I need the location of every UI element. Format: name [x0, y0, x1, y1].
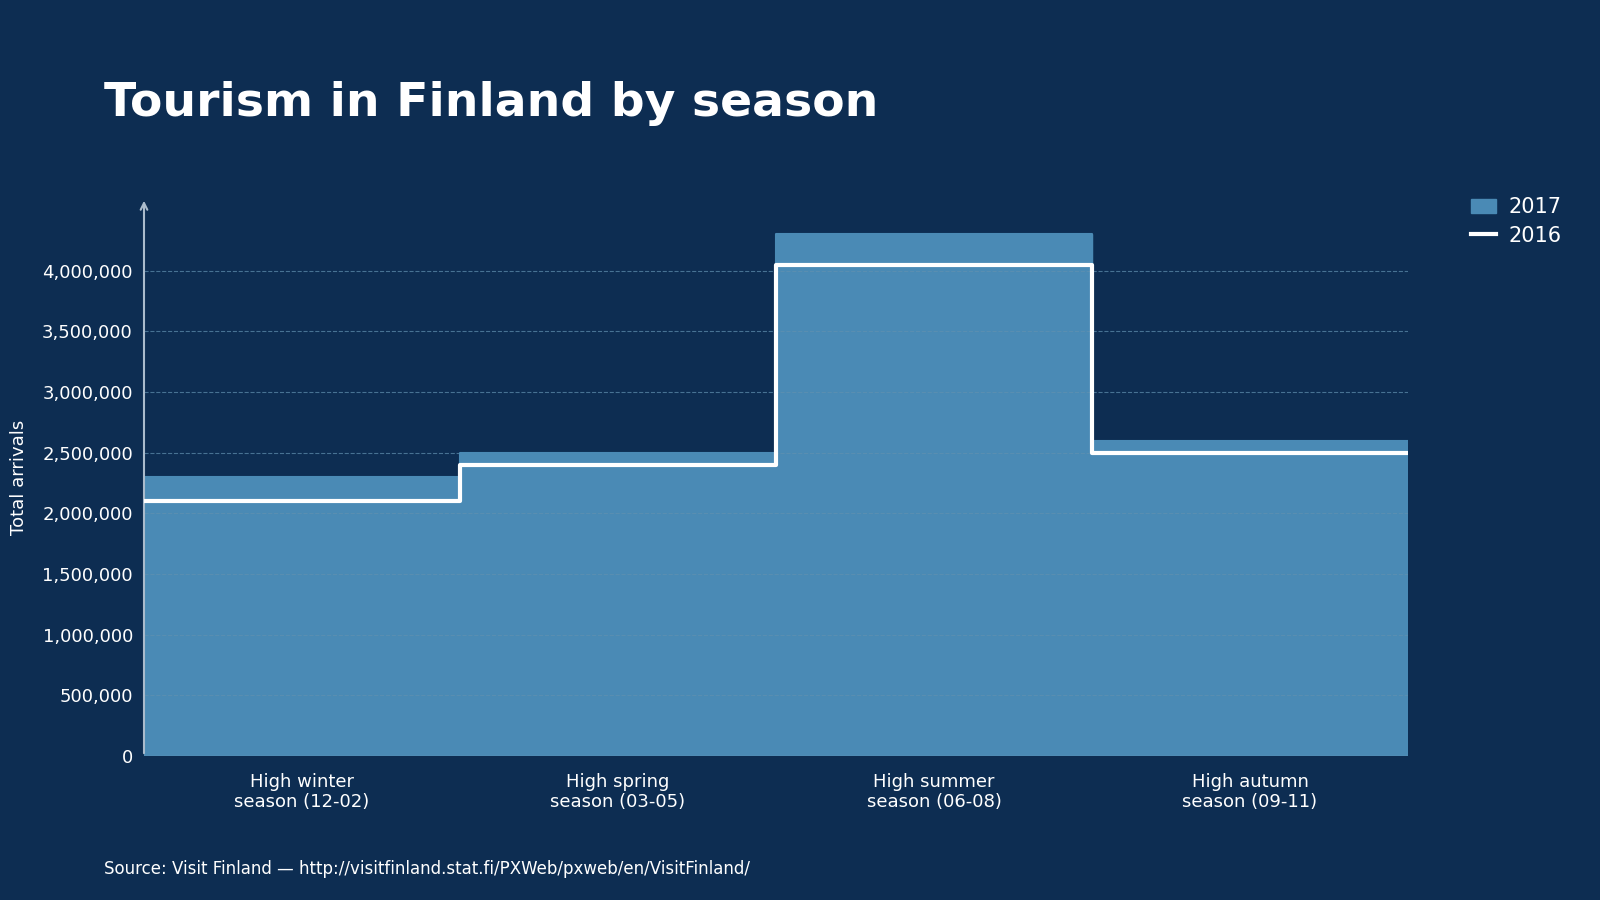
- Text: Source: Visit Finland — http://visitfinland.stat.fi/PXWeb/pxweb/en/VisitFinland/: Source: Visit Finland — http://visitfinl…: [104, 860, 750, 878]
- Legend: 2017, 2016: 2017, 2016: [1472, 197, 1562, 246]
- Polygon shape: [144, 234, 1408, 756]
- Text: Tourism in Finland by season: Tourism in Finland by season: [104, 81, 878, 126]
- Y-axis label: Total arrivals: Total arrivals: [10, 419, 29, 535]
